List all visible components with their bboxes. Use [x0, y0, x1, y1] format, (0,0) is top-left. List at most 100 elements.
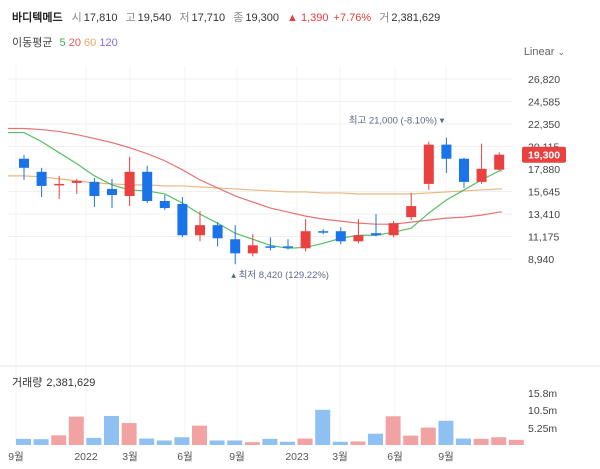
volume-bar [385, 416, 401, 445]
candle-body [406, 206, 417, 218]
price-tick-label: 24,585 [528, 97, 560, 109]
price-tick-label: 17,880 [528, 164, 560, 176]
moving-average-label: 이동평균 [12, 37, 53, 49]
volume-bar [297, 438, 313, 445]
candle-body [265, 246, 276, 248]
candle-body [89, 181, 100, 196]
candle-body [124, 171, 135, 196]
price-tick-label: 26,820 [528, 74, 560, 86]
volume-bar [139, 438, 155, 445]
ma-120[interactable]: 120 [99, 37, 118, 49]
volume-bar [491, 437, 507, 445]
chevron-down-icon: ⌄ [557, 47, 565, 57]
low-label: 저 [179, 12, 190, 24]
volume-bar [33, 439, 49, 445]
volume-label: 거 [379, 12, 390, 24]
volume-tick-label: 5.25m [528, 423, 557, 435]
time-tick-label: 3월 [332, 451, 348, 463]
high-value: 19,540 [137, 12, 172, 24]
price-tick-label: 13,410 [528, 209, 560, 221]
time-tick-label: 3월 [122, 451, 138, 463]
volume-bar [508, 439, 524, 445]
scale-mode-dropdown[interactable]: Linear ⌄ [524, 46, 565, 58]
volume-bar [16, 438, 31, 445]
volume-tick-label: 15.8m [528, 388, 557, 400]
candle-body [177, 204, 188, 236]
volume-bar [280, 441, 295, 445]
volume-bar [192, 425, 207, 445]
volume-bar [473, 438, 489, 445]
candle-body [335, 231, 346, 242]
volume-bar [209, 440, 225, 445]
close-value: 19,300 [245, 12, 279, 24]
candle-body [71, 180, 82, 183]
candle-body [476, 168, 487, 182]
price-tick-label: 8,940 [528, 254, 554, 266]
volume-bar [403, 435, 419, 445]
volume-tick-label: 10.5m [528, 405, 557, 417]
candle-body [300, 231, 311, 249]
time-tick-label: 9월 [8, 451, 24, 463]
candle-body [388, 223, 399, 236]
candle-body [441, 144, 452, 159]
volume-bar [68, 416, 84, 445]
candle-body [54, 183, 65, 186]
ma-20[interactable]: 20 [68, 37, 81, 49]
candle-body [459, 158, 469, 182]
volume-bar [438, 420, 454, 445]
current-price-tag [522, 146, 566, 163]
volume-bar [350, 441, 366, 445]
candle-body [36, 171, 47, 186]
low-annotation: ▴ 최저 8,420 (129.22%) [231, 270, 329, 281]
volume-bar [420, 427, 436, 445]
ma20-line [8, 127, 502, 225]
candle-body [142, 171, 153, 202]
open-value: 17,810 [83, 12, 118, 24]
scale-mode-label: Linear [523, 46, 555, 58]
low-value: 17,710 [191, 12, 226, 24]
candle-body [159, 201, 170, 209]
time-tick-label: 6월 [387, 451, 403, 463]
change-value: ▲ 1,390 [287, 12, 329, 24]
candle-body [318, 231, 329, 233]
candle-body [353, 235, 364, 242]
volume-bar [332, 441, 348, 445]
candle-body [247, 245, 258, 254]
time-tick-label: 9월 [438, 451, 454, 463]
volume-bar [86, 437, 102, 445]
candle-body [212, 225, 223, 239]
time-tick-label: 2023 [285, 451, 309, 463]
volume-bar [244, 442, 260, 445]
volume-panel-title: 거래량 [12, 377, 43, 389]
time-tick-label: 2022 [74, 451, 98, 463]
candle-body [371, 233, 381, 236]
volume-bar [262, 438, 278, 445]
ma-5[interactable]: 5 [59, 37, 66, 49]
candle-body [230, 239, 241, 254]
volume-bar [156, 440, 172, 445]
candle-body [19, 158, 29, 168]
change-percent: +7.76% [333, 12, 372, 24]
stock-name: 바디텍메드 [12, 12, 63, 24]
volume-bar [121, 423, 137, 445]
candle-body [195, 225, 205, 236]
volume-bar [456, 438, 471, 445]
stock-header: 바디텍메드 시 17,810 고 19,540 저 17,710 종 19,300 ▲ … [12, 9, 445, 25]
volume-bar [227, 440, 243, 445]
volume-panel-value: 2,381,629 [46, 377, 96, 389]
time-tick-label: 9월 [229, 451, 245, 463]
high-label: 고 [125, 12, 136, 24]
candle-body [107, 188, 117, 195]
ma-60[interactable]: 60 [84, 37, 97, 49]
volume-value: 2,381,629 [391, 12, 441, 24]
time-tick-label: 6월 [177, 451, 193, 463]
close-label: 종 [233, 12, 244, 24]
volume-bar [104, 415, 119, 445]
moving-average-legend[interactable]: 이동평균 5 20 60 120 [12, 34, 118, 50]
volume-bar [315, 409, 331, 445]
high-annotation: 최고 21,000 (-8.10%) ▾ [349, 116, 445, 127]
candle-body [423, 144, 434, 184]
price-tick-label: 22,350 [528, 119, 560, 131]
volume-panel-label: 거래량 2,381,629 [12, 374, 99, 390]
